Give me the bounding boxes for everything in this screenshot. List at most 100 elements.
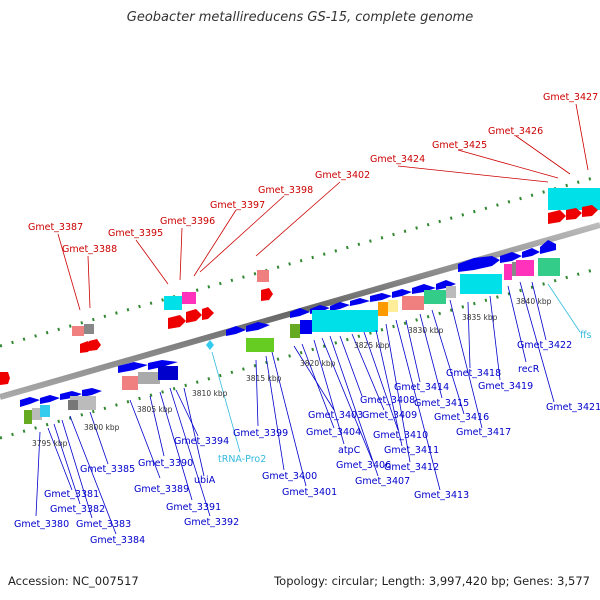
forward-gene-label: Gmet_3425 [432,140,487,151]
gene-feature [300,320,312,334]
forward-callouts [57,103,589,311]
reverse-gene-label: Gmet_3389 [134,484,189,495]
reverse-gene-label: Gmet_3401 [282,487,337,498]
gene-feature [538,258,560,276]
tick-label: 3805 kbp [137,405,173,414]
reverse-gene-label: Gmet_3400 [262,471,317,482]
gene-feature [460,274,502,294]
gene-arrow [412,284,436,294]
tick-label: 3830 kbp [408,326,444,335]
reverse-gene-label: Gmet_3419 [478,381,533,392]
gene-feature [446,286,456,298]
rna-gene-label: tRNA-Pro2 [218,454,266,465]
gene-feature [40,405,50,417]
gene-feature [504,264,512,280]
gene-feature [290,324,300,338]
feature-group-a [72,324,101,353]
map-title: Geobacter metallireducens GS-15, complet… [126,10,474,25]
gene-feature [516,260,534,276]
reverse-gene-label: Gmet_3422 [517,340,572,351]
reverse-gene-label: Gmet_3417 [456,427,511,438]
forward-gene-label: Gmet_3426 [488,126,543,137]
reverse-strand-features [20,240,560,424]
gene-feature [164,296,182,310]
gene-arrow [20,397,40,407]
gene-arrow [40,395,60,404]
gene-feature [402,296,424,310]
gene-arrow [500,252,522,263]
reverse-gene-label: Gmet_3408 [360,395,415,406]
gene-arrow [261,288,273,301]
gene-feature [388,300,398,312]
reverse-gene-label: Gmet_3421 [546,402,600,413]
feature-group-b [164,292,214,329]
forward-gene-label: Gmet_3396 [160,216,215,227]
gene-feature [182,292,196,304]
forward-gene-label: Gmet_3427 [543,92,598,103]
gene-arrow [148,360,178,370]
gene-arrow [370,293,392,302]
reverse-gene-label: ubiA [194,475,216,486]
gene-arrow [582,205,598,217]
forward-strand-features [0,188,600,385]
gene-arrow [548,210,566,224]
tick-label: 3800 kbp [84,423,120,432]
reverse-gene-label: Gmet_3381 [44,489,99,500]
reverse-gene-label: Gmet_3406 [336,460,391,471]
gene-feature [257,270,269,282]
gene-arrow [246,322,270,332]
gene-arrow [350,298,370,306]
rna-callouts [211,283,581,453]
tick-label: 3820 kbp [300,359,336,368]
reverse-gene-label: Gmet_3394 [174,436,229,447]
gene-arrow [202,307,214,320]
tick-label: 3835 kbp [462,313,498,322]
gene-arrow [290,308,310,318]
reverse-gene-label: Gmet_3404 [306,427,361,438]
reverse-gene-label: Gmet_3414 [394,382,449,393]
gene-arrow [89,339,101,351]
gene-arrow [186,309,202,323]
gene-arrow [540,240,556,254]
gene-feature [512,262,516,276]
gene-arrow [458,256,500,272]
gene-arrow [60,391,82,400]
gene-feature [548,188,600,210]
tick-label: 3825 kbp [354,341,390,350]
reverse-gene-label: Gmet_3407 [355,476,410,487]
feature-group-c [257,270,273,301]
gene-feature [122,376,138,390]
forward-gene-label: Gmet_3395 [108,228,163,239]
forward-gene-label: Gmet_3424 [370,154,425,165]
gene-arrow [566,208,582,220]
reverse-gene-label: Gmet_3410 [373,430,428,441]
forward-gene-label: Gmet_3398 [258,185,313,196]
forward-gene-label: Gmet_3402 [315,170,370,181]
gene-feature [68,400,78,410]
reverse-gene-label: Gmet_3411 [384,445,439,456]
gene-feature [72,326,84,336]
reverse-gene-label: atpC [338,445,361,456]
forward-gene-label: Gmet_3397 [210,200,265,211]
reverse-gene-label: Gmet_3383 [76,519,131,530]
reverse-gene-label: Gmet_3409 [362,410,417,421]
gene-arrow [522,248,540,258]
tick-label: 3815 kbp [246,374,282,383]
reverse-gene-label: Gmet_3413 [414,490,469,501]
reverse-gene-label: Gmet_3380 [14,519,69,530]
gene-arrow [226,326,246,336]
gene-arrow [168,315,186,329]
gene-feature [32,408,42,420]
gene-feature [378,302,388,316]
reverse-gene-label: recR [518,364,540,375]
gene-arrow [0,372,10,385]
reverse-callouts [35,281,555,535]
scale-ticks: 3795 kbp 3800 kbp 3805 kbp 3810 kbp 3815 kbp… [32,297,552,448]
reverse-gene-label: Gmet_3390 [138,458,193,469]
tick-label: 3840 kbp [516,297,552,306]
gene-feature [424,290,446,304]
rna-feature [206,340,214,350]
feature-group-d [548,188,600,224]
gene-arrow [330,302,350,311]
